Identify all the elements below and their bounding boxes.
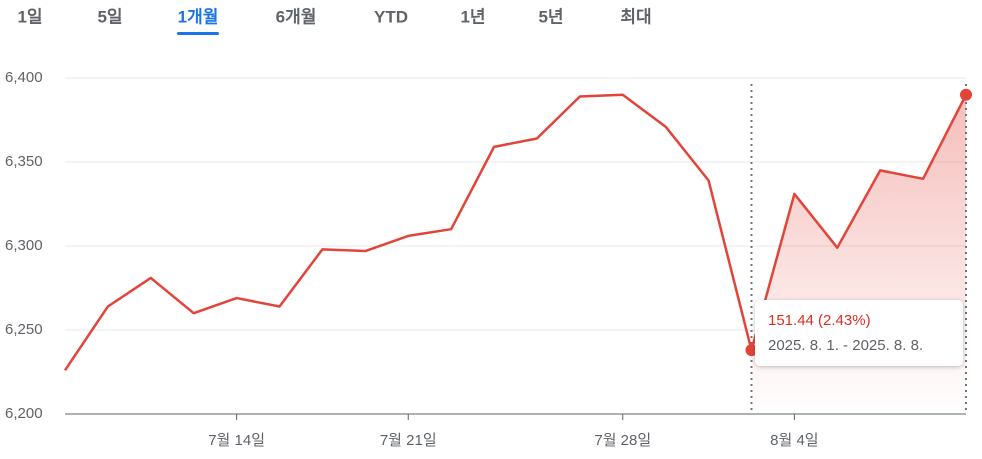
- y-tick-label: 6,400: [5, 69, 43, 86]
- range-tab[interactable]: YTD: [374, 7, 408, 26]
- x-tick-label: 7월 28일: [594, 432, 651, 449]
- range-tab[interactable]: 1년: [460, 7, 485, 26]
- tooltip-range: 2025. 8. 1. - 2025. 8. 8.: [768, 337, 923, 354]
- y-tick-label: 6,200: [5, 405, 43, 422]
- tooltip-change: 151.44 (2.43%): [768, 312, 871, 329]
- tooltip-box: [755, 300, 963, 366]
- range-tab[interactable]: 5년: [538, 7, 563, 26]
- x-tick-label: 7월 21일: [380, 432, 437, 449]
- selection-area: [751, 94, 966, 415]
- price-line: [63, 93, 968, 372]
- tooltip: 151.44 (2.43%) 2025. 8. 1. - 2025. 8. 8.: [755, 300, 963, 366]
- range-tab[interactable]: 1개월: [178, 7, 219, 26]
- y-tick-label: 6,350: [5, 153, 43, 170]
- selection-point: [960, 88, 972, 101]
- tab-underline: [177, 32, 219, 35]
- y-tick-label: 6,250: [5, 321, 43, 338]
- x-tick-label: 8월 4일: [770, 432, 818, 449]
- range-tab[interactable]: 최대: [620, 7, 651, 26]
- y-tick-label: 6,300: [5, 237, 43, 254]
- range-tab[interactable]: 1일: [17, 7, 42, 26]
- range-tab[interactable]: 5일: [97, 7, 122, 26]
- x-tick-label: 7월 14일: [208, 432, 265, 449]
- selection-point: [745, 344, 758, 357]
- range-tab[interactable]: 6개월: [276, 7, 317, 26]
